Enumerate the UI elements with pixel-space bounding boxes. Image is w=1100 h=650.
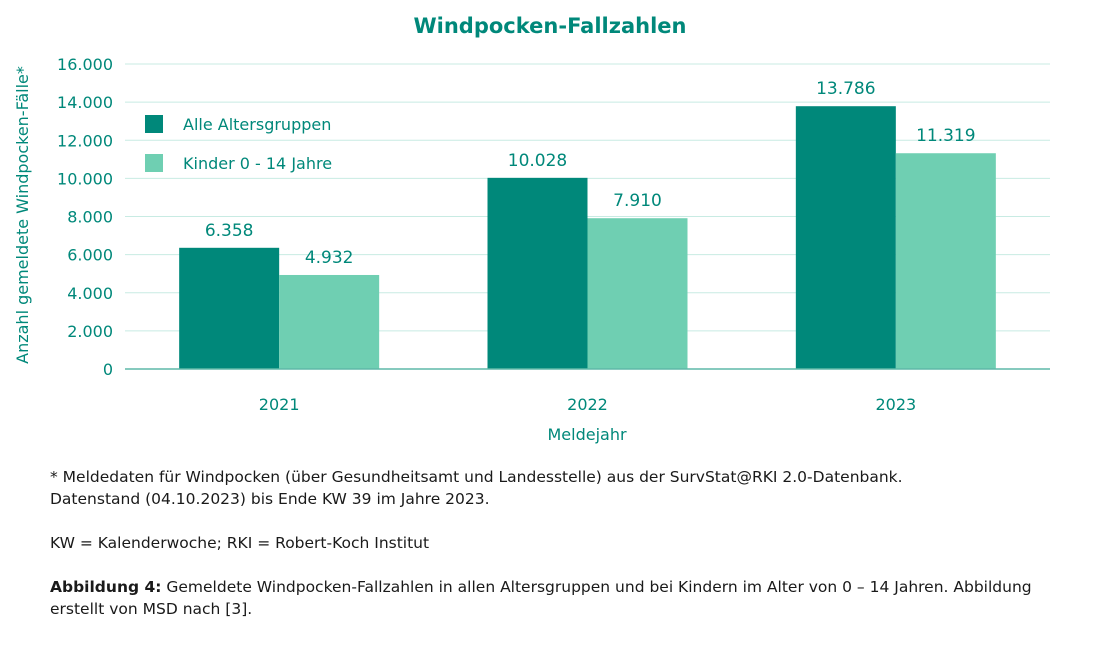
caption-text-line-2: erstellt von MSD nach [3]. — [50, 600, 253, 618]
bar-all-ages-2023 — [795, 106, 896, 369]
y-tick-label: 10.000 — [57, 169, 113, 188]
figure-notes: * Meldedaten für Windpocken (über Gesund… — [50, 466, 1070, 620]
bar-value-label: 4.932 — [305, 248, 354, 268]
caption-label: Abbildung 4: — [50, 578, 162, 596]
bar-children-2022 — [587, 218, 688, 369]
y-tick-label: 2.000 — [67, 322, 113, 341]
legend-swatch — [145, 115, 163, 133]
footnote-line-1: * Meldedaten für Windpocken (über Gesund… — [50, 468, 903, 486]
y-tick-label: 4.000 — [67, 284, 113, 303]
bar-children-2023 — [895, 153, 996, 369]
legend: Alle Altersgruppen Kinder 0 - 14 Jahre — [145, 115, 332, 173]
bar-children-2021 — [279, 274, 380, 369]
bar-value-labels: 6.358 4.932 10.028 7.910 13.786 11.319 — [205, 79, 976, 268]
bar-value-label: 11.319 — [916, 126, 975, 146]
bar-value-label: 10.028 — [508, 151, 567, 171]
x-axis-label: Meldejahr — [547, 425, 626, 444]
y-tick-label: 0 — [103, 360, 113, 379]
y-tick-label: 8.000 — [67, 208, 113, 227]
x-axis-ticks: 2021 2022 2023 — [259, 395, 916, 414]
x-tick-label: 2022 — [567, 395, 608, 414]
y-tick-label: 16.000 — [57, 55, 113, 74]
y-tick-label: 6.000 — [67, 246, 113, 265]
legend-label: Alle Altersgruppen — [183, 115, 331, 134]
footnote-line-2: Datenstand (04.10.2023) bis Ende KW 39 i… — [50, 490, 490, 508]
y-tick-label: 14.000 — [57, 93, 113, 112]
x-tick-label: 2021 — [259, 395, 300, 414]
abbreviations-note: KW = Kalenderwoche; RKI = Robert-Koch In… — [50, 534, 430, 552]
bar-all-ages-2022 — [487, 177, 588, 369]
y-tick-label: 12.000 — [57, 131, 113, 150]
x-tick-label: 2023 — [875, 395, 916, 414]
chart-title: Windpocken-Fallzahlen — [414, 14, 687, 38]
caption-text-line-1: Gemeldete Windpocken-Fallzahlen in allen… — [161, 578, 1032, 596]
legend-label: Kinder 0 - 14 Jahre — [183, 154, 332, 173]
bar-chart: Windpocken-Fallzahlen 0 2.000 4.000 6.000 8.… — [13, 14, 1050, 444]
legend-swatch — [145, 154, 163, 172]
y-axis-ticks: 0 2.000 4.000 6.000 8.000 10.000 12.000 14.000 1… — [57, 55, 113, 379]
bars — [179, 106, 996, 369]
bar-value-label: 13.786 — [816, 79, 875, 99]
bar-value-label: 7.910 — [613, 191, 662, 211]
figure-caption: Abbildung 4: Gemeldete Windpocken-Fallza… — [50, 576, 1070, 598]
y-axis-label: Anzahl gemeldete Windpocken-Fälle* — [13, 66, 32, 364]
bar-value-label: 6.358 — [205, 221, 254, 241]
bar-all-ages-2021 — [179, 247, 280, 369]
